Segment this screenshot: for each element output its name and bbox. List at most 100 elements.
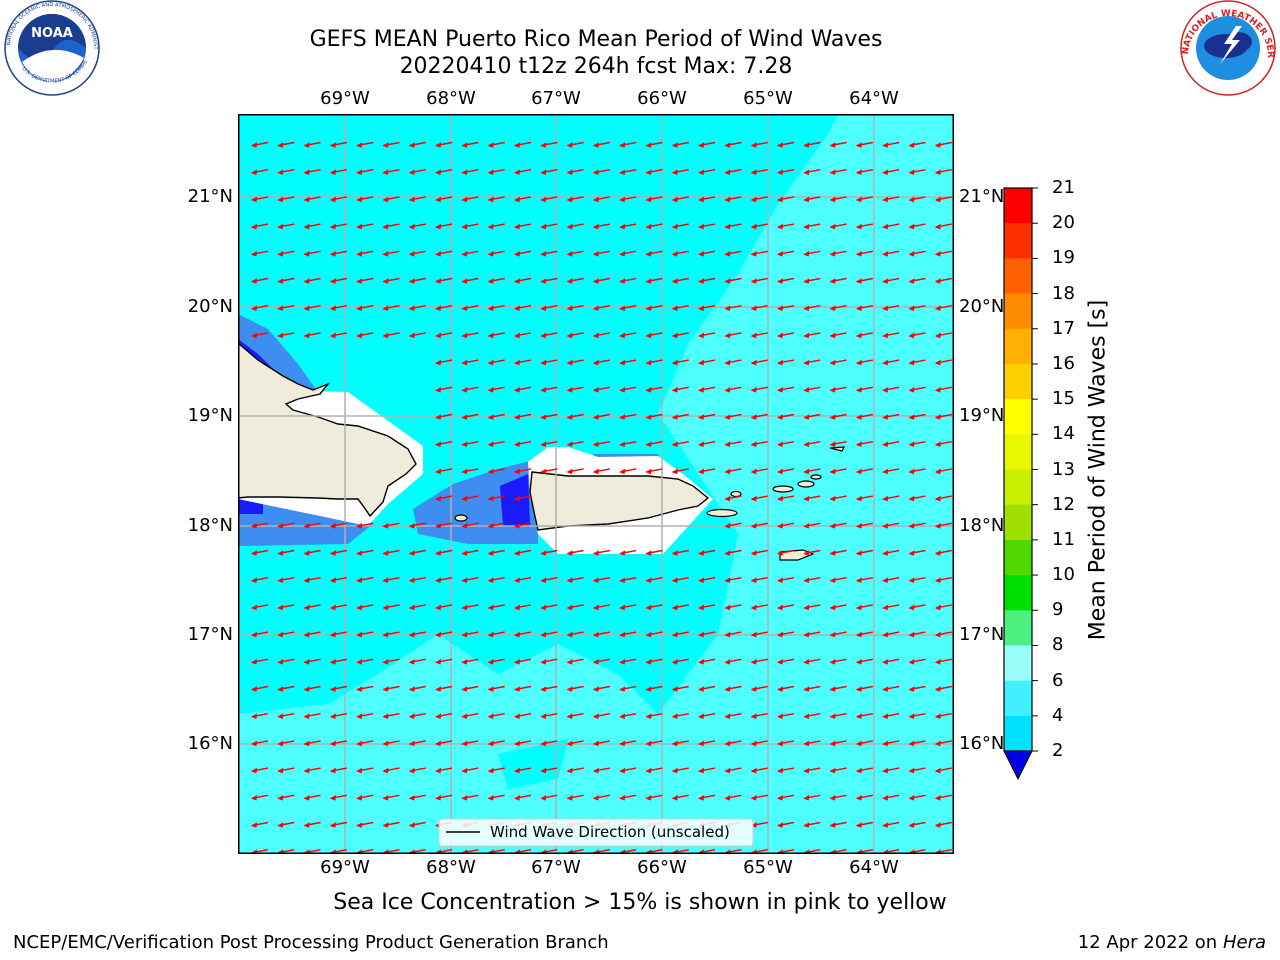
- wind-wave-arrow: [908, 305, 926, 311]
- wind-wave-arrow: [514, 468, 532, 475]
- colorbar-tick-label: 18: [1052, 282, 1075, 304]
- wind-wave-arrow: [829, 468, 847, 475]
- wind-wave-arrow: [329, 631, 348, 638]
- wind-wave-arrow: [829, 305, 847, 311]
- wind-wave-arrow: [882, 441, 900, 447]
- wind-wave-arrow: [645, 685, 663, 692]
- wind-wave-arrow: [855, 277, 874, 284]
- wind-wave-arrow: [461, 549, 479, 556]
- wind-wave-arrow: [619, 141, 637, 148]
- wind-wave-arrow: [356, 223, 374, 230]
- wind-wave-arrow: [803, 740, 821, 747]
- wind-wave-arrow: [855, 821, 874, 828]
- lat-label-left-2: 20°N: [187, 296, 233, 317]
- wind-wave-arrow: [855, 658, 874, 665]
- wind-wave-arrow: [408, 305, 426, 311]
- lat-label-left-6: 16°N: [187, 733, 233, 754]
- wind-wave-arrow: [724, 767, 742, 774]
- wind-wave-arrow: [619, 767, 637, 774]
- wind-wave-arrow: [777, 468, 795, 475]
- wind-wave-arrow: [461, 577, 479, 583]
- wind-wave-arrow: [566, 631, 584, 638]
- wind-wave-arrow: [408, 767, 426, 774]
- wind-wave-arrow: [435, 495, 453, 502]
- wind-wave-arrow: [698, 196, 716, 203]
- wind-wave-arrow: [829, 223, 847, 230]
- wind-wave-arrow: [934, 169, 952, 175]
- wind-wave-arrow: [277, 685, 295, 692]
- wind-wave-arrow: [514, 196, 532, 203]
- wind-wave-arrow: [487, 250, 505, 257]
- wind-wave-arrow: [750, 468, 768, 475]
- wind-wave-arrow: [356, 821, 374, 828]
- wind-wave-arrow: [724, 250, 742, 257]
- wind-wave-arrow: [777, 141, 795, 148]
- wind-wave-arrow: [566, 577, 584, 583]
- wind-wave-arrow: [855, 441, 874, 447]
- wind-wave-arrow: [435, 549, 453, 556]
- wind-wave-arrow: [882, 794, 900, 801]
- wind-wave-arrow: [882, 169, 900, 175]
- wind-wave-arrow: [251, 713, 269, 719]
- wind-wave-arrow: [435, 332, 453, 339]
- wind-wave-arrow: [487, 223, 505, 230]
- wind-wave-arrow: [382, 223, 400, 230]
- wind-wave-arrow: [382, 522, 400, 529]
- wind-wave-arrow: [356, 549, 374, 556]
- wind-wave-arrow: [487, 577, 505, 583]
- chart-subtitle: 20220410 t12z 264h fcst Max: 7.28: [399, 54, 793, 79]
- wind-wave-arrow: [619, 468, 637, 475]
- island-mona: [454, 514, 468, 522]
- wind-wave-arrow: [724, 604, 742, 611]
- colorbar-segment: [1004, 328, 1032, 365]
- wind-wave-arrow: [908, 604, 926, 611]
- wind-wave-arrow: [855, 250, 874, 257]
- wind-wave-arrow: [619, 549, 637, 556]
- wind-wave-arrow: [251, 169, 269, 175]
- wind-wave-arrow: [356, 332, 374, 339]
- wind-wave-arrow: [566, 332, 584, 339]
- wind-wave-arrow: [777, 277, 795, 284]
- wind-wave-arrow: [698, 658, 716, 665]
- wind-wave-arrow: [277, 740, 295, 747]
- wind-wave-arrow: [435, 359, 453, 366]
- wind-wave-arrow: [356, 196, 374, 203]
- wind-wave-arrow: [408, 821, 426, 828]
- wind-wave-arrow: [750, 250, 768, 257]
- wind-wave-arrow: [671, 604, 689, 611]
- wind-wave-arrow: [487, 332, 505, 339]
- wind-wave-arrow: [855, 522, 874, 529]
- wind-wave-arrow: [461, 169, 479, 175]
- wind-wave-arrow: [435, 413, 453, 420]
- wind-wave-arrow: [329, 277, 348, 284]
- wind-wave-arrow: [724, 359, 742, 366]
- wind-wave-arrow: [514, 277, 532, 284]
- wind-wave-arrow: [592, 196, 611, 203]
- colorbar-tick-label: 6: [1052, 669, 1064, 691]
- footer-date: 12 Apr 2022 on Hera: [1078, 932, 1266, 953]
- wind-wave-arrow: [619, 658, 637, 665]
- wind-wave-arrow: [277, 604, 295, 611]
- wind-wave-arrow: [829, 549, 847, 556]
- wind-wave-arrow: [514, 577, 532, 583]
- wind-wave-arrow: [829, 767, 847, 774]
- wind-wave-arrow: [803, 441, 821, 447]
- wind-wave-arrow: [514, 549, 532, 556]
- wind-wave-arrow: [777, 441, 795, 447]
- chart-title: GEFS MEAN Puerto Rico Mean Period of Win…: [309, 27, 883, 52]
- wind-wave-arrow: [540, 604, 558, 611]
- wind-wave-arrow: [671, 441, 689, 447]
- wind-wave-arrow: [435, 196, 453, 203]
- wind-wave-arrow: [251, 522, 269, 529]
- wind-wave-arrow: [277, 549, 295, 556]
- wind-wave-arrow: [277, 767, 295, 774]
- wind-wave-arrow: [356, 141, 374, 148]
- wind-wave-arrow: [356, 740, 374, 747]
- wind-wave-arrow: [645, 386, 663, 393]
- wind-wave-arrow: [329, 604, 348, 611]
- lat-label-right-2: 20°N: [959, 296, 1005, 317]
- lon-label-top-2: 68°W: [426, 88, 476, 109]
- wind-wave-arrow: [277, 305, 295, 311]
- wind-wave-arrow: [514, 604, 532, 611]
- wind-wave-arrow: [934, 658, 952, 665]
